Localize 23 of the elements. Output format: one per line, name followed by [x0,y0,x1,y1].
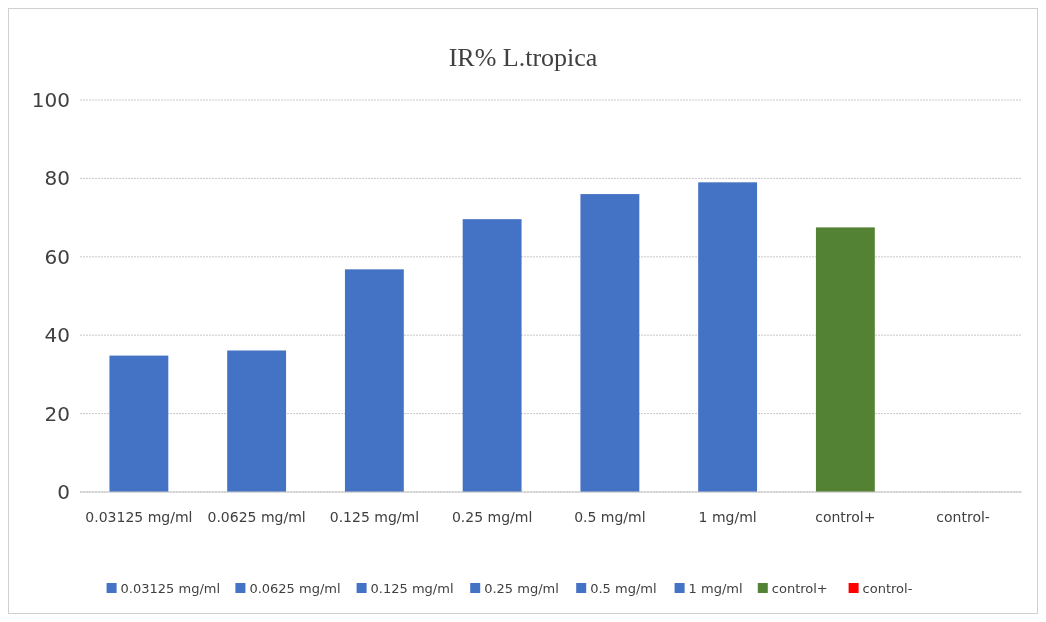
legend-label: control- [862,580,913,596]
y-tick-label: 0 [57,480,70,504]
legend-label: 0.25 mg/ml [484,580,559,596]
x-tick-label: 0.25 mg/ml [451,509,533,525]
x-tick-label: 0.125 mg/ml [329,509,420,525]
legend-label: 0.5 mg/ml [590,580,657,596]
y-tick-label: 40 [44,323,70,348]
chart-title: IR% L.tropica [448,43,598,72]
x-tick-label: control+ [815,509,876,525]
legend-label: 0.125 mg/ml [370,580,454,596]
x-tick-label: 1 mg/ml [698,509,757,525]
y-tick-label: 20 [44,401,70,426]
y-tick-label: 80 [44,166,70,191]
x-tick-label: 0.0625 mg/ml [207,509,306,525]
x-tick-label: 0.5 mg/ml [574,509,646,525]
x-tick-label: 0.03125 mg/ml [85,509,193,525]
y-tick-label: 60 [44,244,70,269]
legend-label: control+ [771,580,828,596]
legend-label: 0.0625 mg/ml [249,580,341,596]
legend-label: 0.03125 mg/ml [120,580,221,596]
y-tick-label: 100 [31,88,70,112]
legend-label: 1 mg/ml [688,580,743,596]
x-tick-label: control- [936,509,990,525]
